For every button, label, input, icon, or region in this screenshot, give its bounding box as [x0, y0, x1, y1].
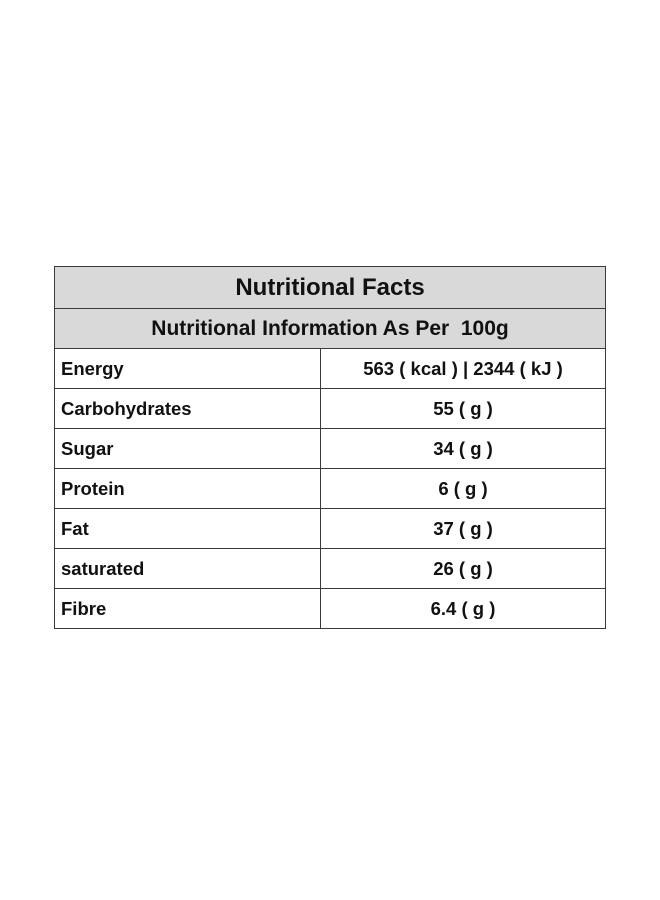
nutrient-value: 37 ( g )	[319, 508, 607, 549]
nutrient-value: 55 ( g )	[319, 388, 607, 429]
title-row: Nutritional Facts	[53, 266, 607, 309]
nutrient-value: 6.4 ( g )	[319, 588, 607, 629]
nutrient-value: 34 ( g )	[319, 428, 607, 469]
nutrient-value: 563 ( kcal ) | 2344 ( kJ )	[319, 348, 607, 389]
nutrient-name: saturated	[54, 548, 321, 589]
table-body: Nutritional Facts Nutritional Informatio…	[53, 266, 607, 629]
nutrient-value: 6 ( g )	[319, 468, 607, 509]
nutrient-row: Fibre 6.4 ( g )	[54, 588, 607, 629]
nutrient-row: Sugar 34 ( g )	[54, 428, 607, 469]
nutrient-name: Energy	[54, 348, 321, 389]
nutrient-row: Fat 37 ( g )	[54, 508, 607, 549]
subtitle-row: Nutritional Information As Per 100g	[53, 308, 607, 349]
nutrition-table: Nutritional Facts Nutritional Informatio…	[53, 266, 607, 629]
nutrient-row: Protein 6 ( g )	[54, 468, 607, 509]
nutrient-name: Sugar	[54, 428, 321, 469]
nutrient-name: Carbohydrates	[54, 388, 321, 429]
nutrition-panel: Nutritional Facts Nutritional Informatio…	[53, 266, 607, 629]
nutrient-row: Carbohydrates 55 ( g )	[54, 388, 607, 429]
nutrient-value: 26 ( g )	[319, 548, 607, 589]
table-title: Nutritional Facts	[53, 266, 607, 309]
nutrient-name: Fat	[54, 508, 321, 549]
nutrient-row: saturated 26 ( g )	[54, 548, 607, 589]
nutrient-row: Energy 563 ( kcal ) | 2344 ( kJ )	[54, 348, 607, 389]
nutrient-name: Fibre	[54, 588, 321, 629]
nutrient-name: Protein	[54, 468, 321, 509]
table-subtitle: Nutritional Information As Per 100g	[53, 308, 607, 349]
